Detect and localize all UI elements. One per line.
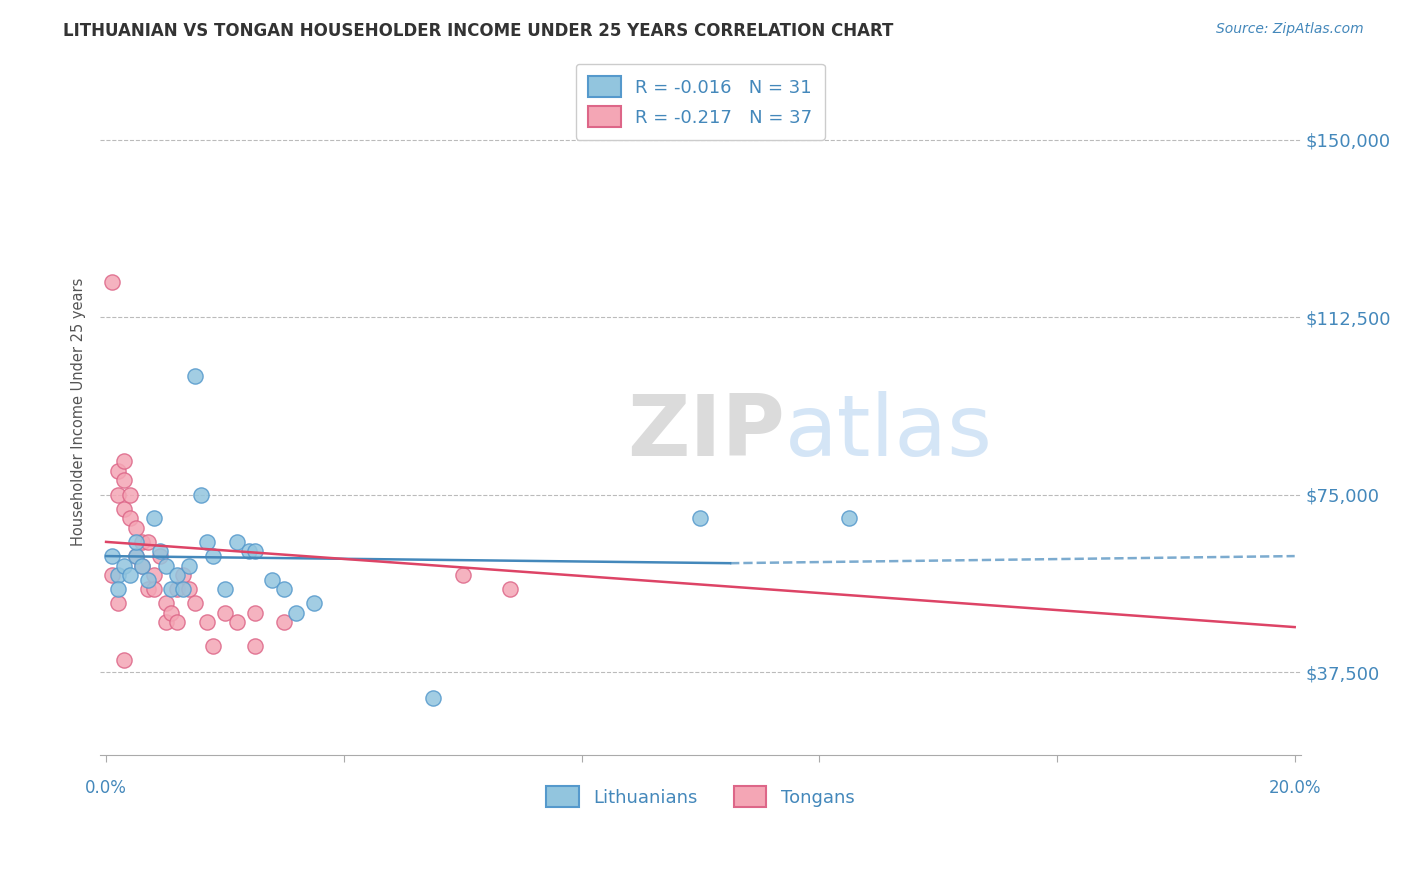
Point [107, 582, 129, 597]
Point [136, 582, 159, 597]
Point [166, 568, 188, 582]
Point [184, 596, 207, 610]
Point [107, 487, 129, 501]
Point [131, 558, 153, 573]
Text: LITHUANIAN VS TONGAN HOUSEHOLDER INCOME UNDER 25 YEARS CORRELATION CHART: LITHUANIAN VS TONGAN HOUSEHOLDER INCOME … [63, 22, 894, 40]
Point [273, 615, 295, 630]
Point [155, 615, 177, 630]
Point [118, 487, 141, 501]
Point [285, 606, 308, 620]
Text: atlas: atlas [785, 391, 993, 474]
Point [184, 369, 207, 384]
Point [214, 582, 236, 597]
Point [125, 549, 148, 563]
Point [202, 549, 225, 563]
Point [172, 582, 194, 597]
Point [112, 558, 135, 573]
Point [689, 511, 711, 525]
Point [499, 582, 522, 597]
Point [112, 474, 135, 488]
Point [243, 639, 266, 653]
Point [112, 501, 135, 516]
Point [190, 487, 212, 501]
Point [451, 568, 474, 582]
Point [166, 615, 188, 630]
Point [125, 534, 148, 549]
Text: 0.0%: 0.0% [86, 779, 127, 797]
Point [155, 558, 177, 573]
Point [179, 558, 201, 573]
Point [838, 511, 860, 525]
Point [107, 568, 129, 582]
Point [195, 615, 218, 630]
Point [155, 596, 177, 610]
Point [148, 549, 170, 563]
Point [136, 534, 159, 549]
Point [172, 568, 194, 582]
Y-axis label: Householder Income Under 25 years: Householder Income Under 25 years [72, 277, 86, 546]
Point [160, 582, 183, 597]
Point [179, 582, 201, 597]
Point [243, 606, 266, 620]
Point [101, 275, 124, 289]
Point [125, 521, 148, 535]
Point [214, 606, 236, 620]
Text: ZIP: ZIP [627, 391, 785, 474]
Point [262, 573, 284, 587]
Point [107, 464, 129, 478]
Point [107, 596, 129, 610]
Point [160, 606, 183, 620]
Point [238, 544, 260, 558]
Point [131, 534, 153, 549]
Point [142, 568, 165, 582]
Point [225, 615, 247, 630]
Point [148, 544, 170, 558]
Point [142, 582, 165, 597]
Point [273, 582, 295, 597]
Point [136, 573, 159, 587]
Point [202, 639, 225, 653]
Point [112, 653, 135, 667]
Point [422, 691, 444, 706]
Point [302, 596, 325, 610]
Legend: Lithuanians, Tongans: Lithuanians, Tongans [538, 780, 862, 814]
Point [112, 454, 135, 468]
Point [101, 549, 124, 563]
Point [195, 534, 218, 549]
Point [166, 582, 188, 597]
Point [118, 568, 141, 582]
Point [142, 511, 165, 525]
Point [125, 549, 148, 563]
Point [118, 511, 141, 525]
Point [243, 544, 266, 558]
Text: Source: ZipAtlas.com: Source: ZipAtlas.com [1216, 22, 1364, 37]
Point [101, 568, 124, 582]
Point [225, 534, 247, 549]
Text: 20.0%: 20.0% [1268, 779, 1322, 797]
Point [131, 558, 153, 573]
